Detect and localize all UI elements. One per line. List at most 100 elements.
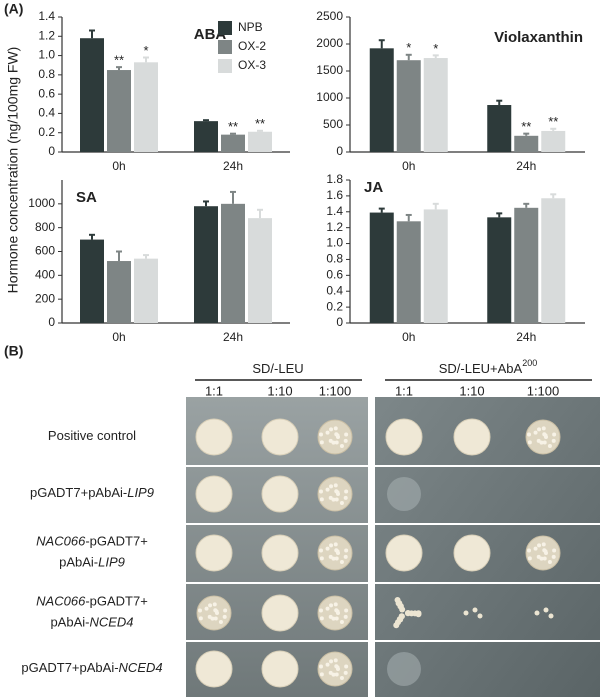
row-label-part: pGADT7+pAbAi- <box>21 660 118 675</box>
row-label: NAC066-pGADT7+ <box>36 534 148 549</box>
colony <box>261 650 299 688</box>
x-tick-label: 0h <box>402 159 415 173</box>
bar <box>541 198 566 323</box>
colony-speck <box>542 440 547 445</box>
colony-speck <box>325 546 330 551</box>
colony-speck <box>339 676 344 681</box>
colony-speck <box>548 613 554 619</box>
row-label-part: LIP9 <box>98 555 125 570</box>
colony-speck <box>543 607 549 613</box>
colony-speck <box>397 603 404 610</box>
bar <box>80 38 104 152</box>
row-label-part: pGADT7+pAbAi- <box>30 485 127 500</box>
colony <box>453 418 491 456</box>
y-tick-label: 800 <box>35 220 55 234</box>
colony-speck <box>331 440 336 445</box>
y-tick-label: 0.8 <box>38 67 55 81</box>
legend-label: OX-3 <box>238 58 266 72</box>
colony-speck <box>331 672 336 677</box>
colony-speck <box>334 548 339 553</box>
colony-speck <box>319 608 324 613</box>
colony-speck <box>542 556 547 561</box>
colony-speck <box>343 438 348 443</box>
colony-speck <box>333 426 338 431</box>
colony-faint <box>387 477 421 511</box>
bar <box>423 209 448 323</box>
dilution-label: 1:1 <box>395 383 413 398</box>
chart-title: JA <box>364 179 383 196</box>
row-label: NAC066-pGADT7+ <box>36 594 148 609</box>
y-tick-label: 0 <box>48 315 55 329</box>
y-tick-label: 1.4 <box>326 204 343 218</box>
colony-speck <box>547 444 552 449</box>
row-label-part: -pGADT7+ <box>85 594 148 609</box>
y-tick-label: 0 <box>336 315 343 329</box>
row-label-part: NAC066 <box>36 534 86 549</box>
y-tick-label: 1500 <box>316 63 343 77</box>
colony-speck <box>541 542 546 547</box>
colony-speck <box>344 664 349 669</box>
colony <box>261 418 299 456</box>
colony-speck <box>334 664 339 669</box>
dilution-label: 1:10 <box>267 383 292 398</box>
medium-header: SD/-LEU+AbA200 <box>439 358 537 376</box>
colony-speck <box>319 489 324 494</box>
colony-speck <box>319 556 324 561</box>
colony-speck <box>334 497 339 502</box>
colony-speck <box>213 616 218 621</box>
colony-speck <box>331 497 336 502</box>
colony-speck <box>223 608 228 613</box>
y-tick-label: 0 <box>336 144 343 158</box>
colony-speck <box>527 440 532 445</box>
colony-speck <box>334 432 339 437</box>
legend-label: NPB <box>238 20 263 34</box>
bar <box>134 258 158 323</box>
x-tick-label: 0h <box>402 330 415 344</box>
colony-speck <box>333 602 338 607</box>
y-tick-label: 1.2 <box>38 28 55 42</box>
colony-speck <box>534 610 540 616</box>
row-label-part: NCED4 <box>89 615 133 630</box>
bar <box>221 203 245 323</box>
dilution-label: 1:10 <box>459 383 484 398</box>
bar <box>248 218 272 323</box>
row-label-part: NCED4 <box>119 660 163 675</box>
colony <box>385 534 423 572</box>
medium-name: SD/-LEU+AbA <box>439 361 523 376</box>
colony-speck <box>204 606 209 611</box>
colony-speck <box>415 611 422 618</box>
bar <box>487 217 512 323</box>
colony <box>261 475 299 513</box>
significance: ** <box>521 119 531 134</box>
colony-speck <box>527 548 532 553</box>
colony-speck <box>198 616 203 621</box>
colony-speck <box>547 560 552 565</box>
bar <box>80 239 104 323</box>
medium-header: SD/-LEU <box>252 361 303 376</box>
colony-speck <box>339 560 344 565</box>
colony-speck <box>343 670 348 675</box>
colony-speck <box>343 614 348 619</box>
significance: * <box>143 43 148 58</box>
y-tick-label: 1.2 <box>326 220 343 234</box>
colony-speck <box>329 484 334 489</box>
significance: * <box>433 41 438 56</box>
colony-speck <box>325 606 330 611</box>
colony-speck <box>334 556 339 561</box>
colony <box>385 418 423 456</box>
significance: ** <box>228 119 238 134</box>
bar <box>487 105 512 152</box>
colony-speck <box>319 548 324 553</box>
bar <box>369 212 394 323</box>
row-label: pAbAi-LIP9 <box>59 555 125 570</box>
bar <box>541 130 566 152</box>
colony-speck <box>222 614 227 619</box>
colony-speck <box>198 608 203 613</box>
colony <box>525 535 561 571</box>
panel-label: (B) <box>4 343 23 359</box>
dilution-label: 1:100 <box>319 383 352 398</box>
y-tick-label: 600 <box>35 244 55 258</box>
colony <box>317 476 353 512</box>
colony-speck <box>339 620 344 625</box>
significance: ** <box>548 114 558 129</box>
